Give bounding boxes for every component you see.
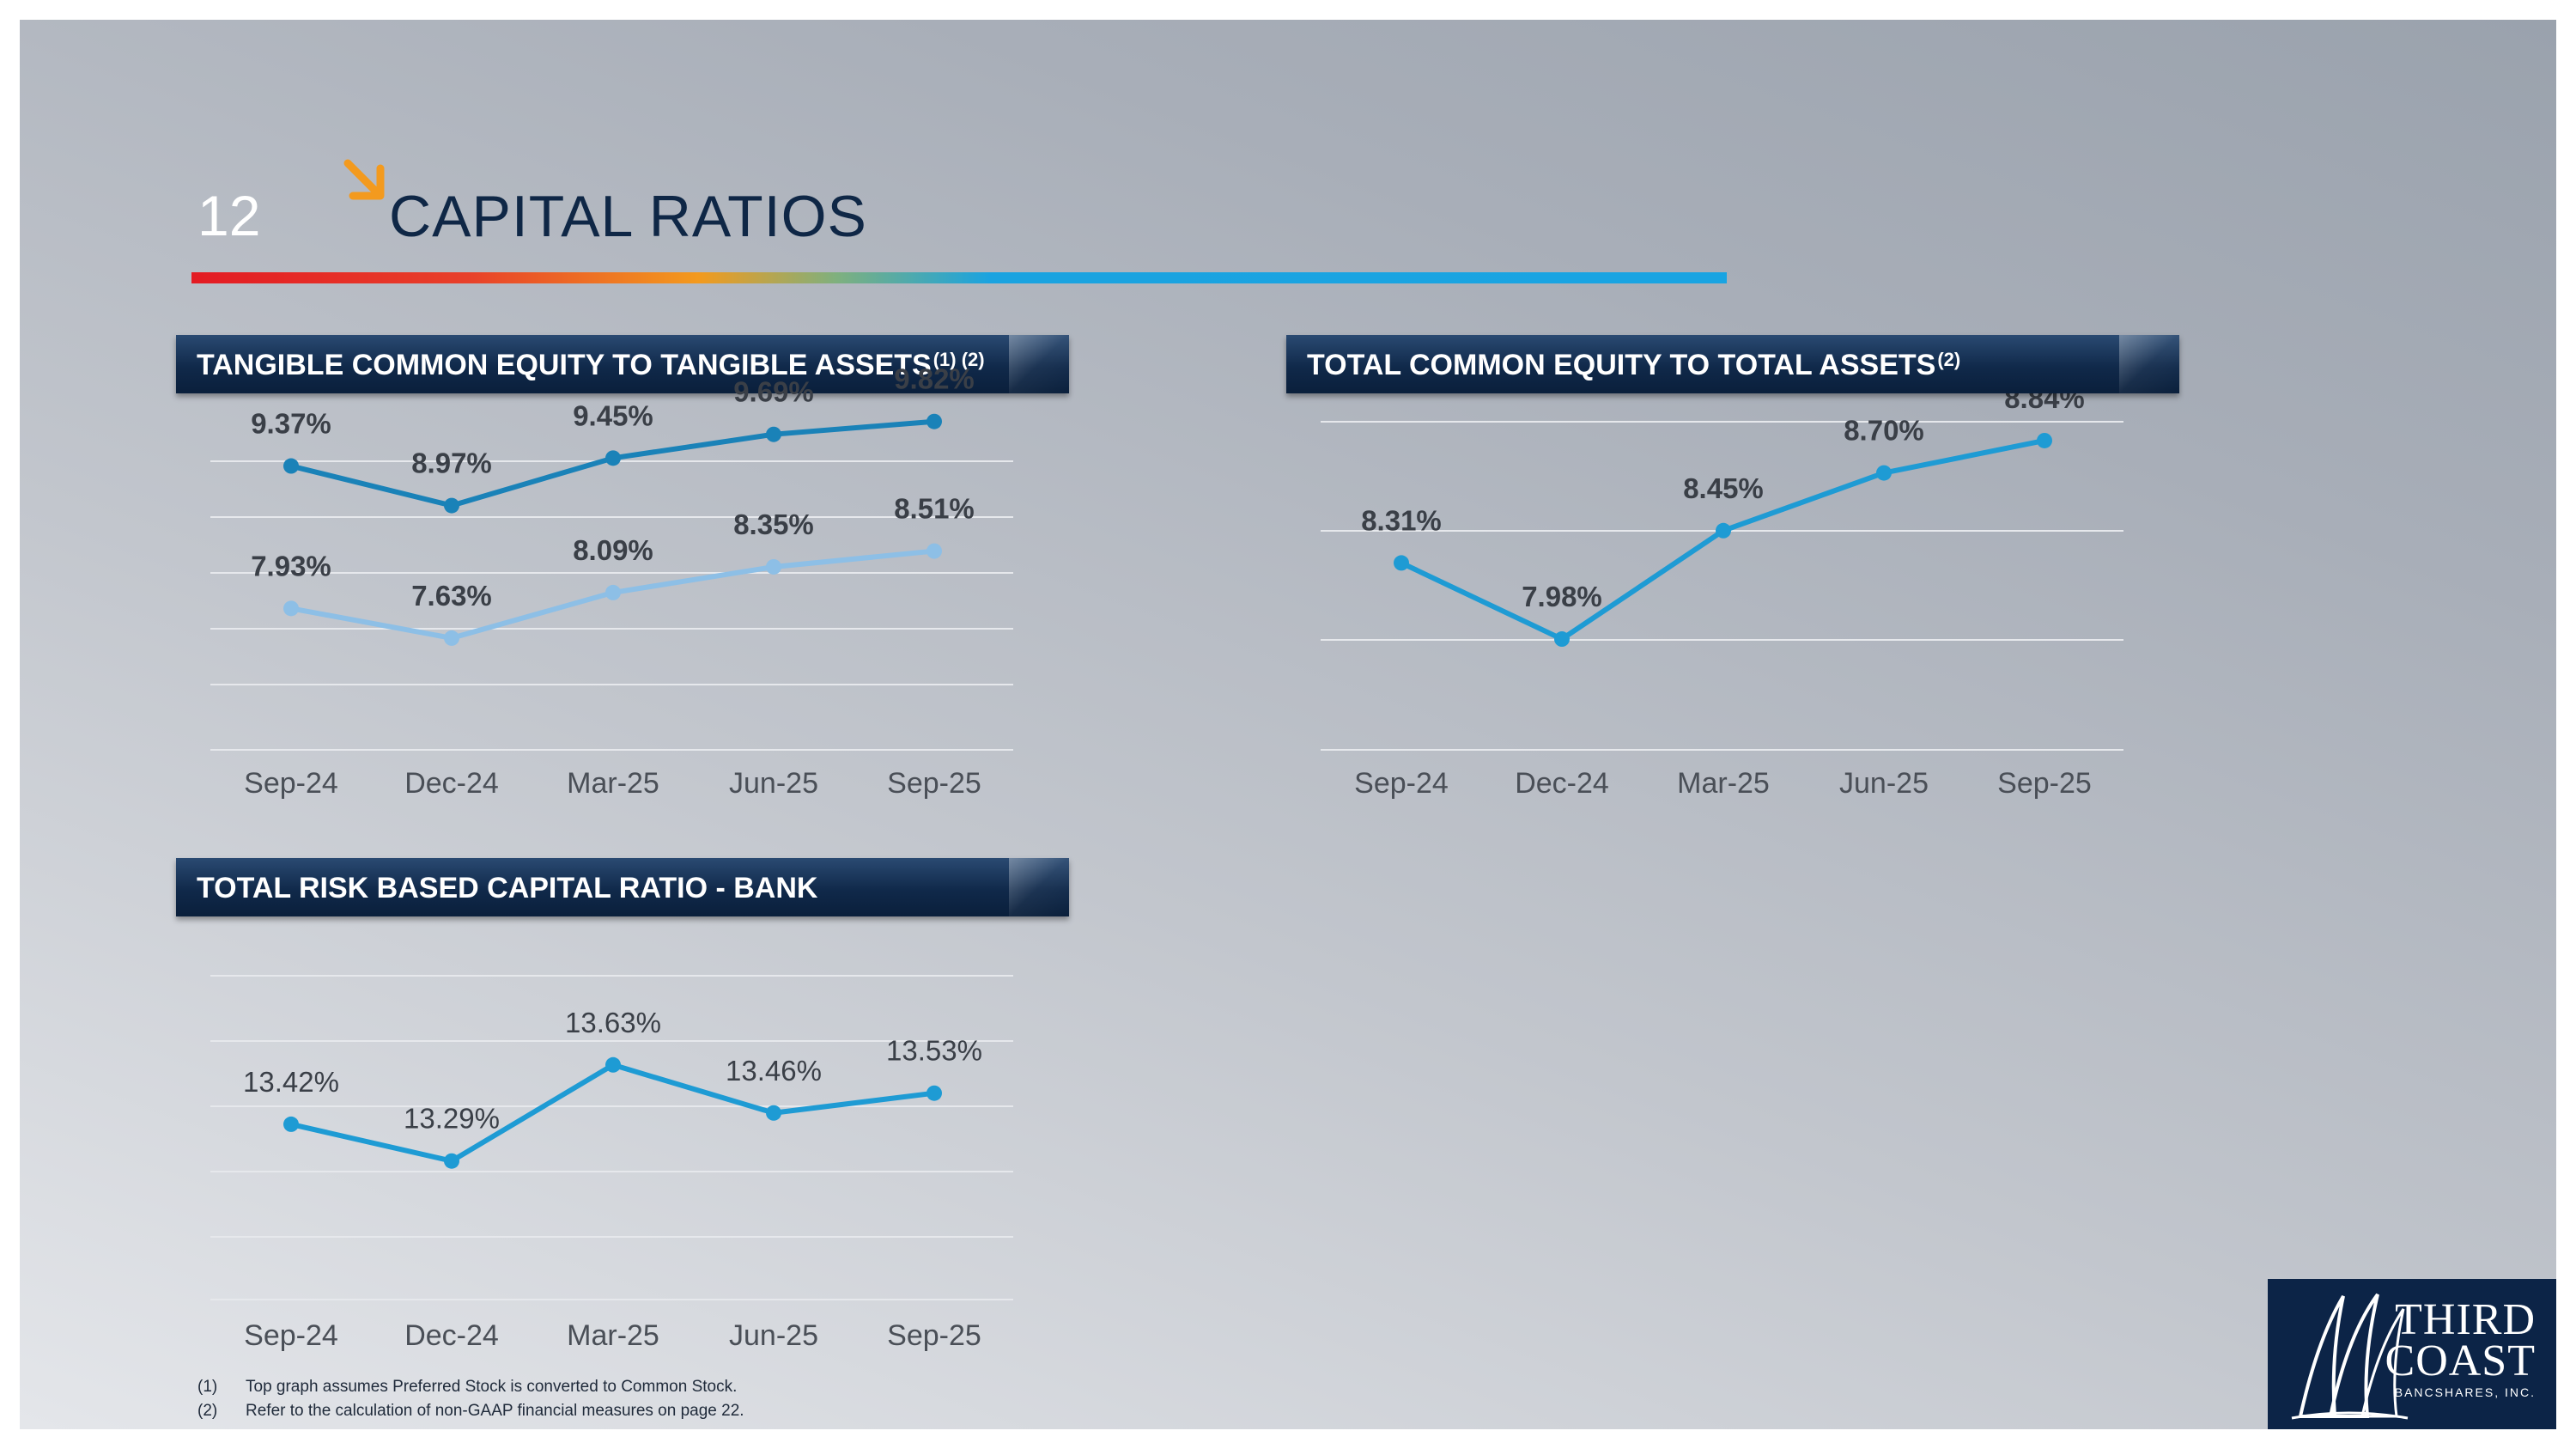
- footnote-text: Refer to the calculation of non-GAAP fin…: [246, 1402, 744, 1420]
- x-tick-label: Sep-25: [887, 1319, 981, 1352]
- data-label: 9.69%: [733, 376, 814, 408]
- chart-header-trbc: TOTAL RISK BASED CAPITAL RATIO - BANK: [176, 858, 1069, 916]
- data-point: [927, 543, 942, 559]
- data-label: 13.63%: [565, 1007, 661, 1038]
- data-point: [605, 584, 621, 600]
- x-tick-label: Jun-25: [729, 767, 818, 800]
- data-label: 9.37%: [251, 408, 331, 440]
- title-divider: [191, 272, 1727, 283]
- chart-tce: Sep-24 Dec-24 Mar-25 Jun-25 Sep-25 9.37% 8.97%…: [210, 363, 1013, 800]
- data-point: [927, 1085, 942, 1101]
- page-number: 12: [197, 184, 261, 247]
- x-tick-label: Dec-24: [404, 1319, 499, 1352]
- data-label: 9.45%: [573, 399, 653, 431]
- footnote: (2) Refer to the calculation of non-GAAP…: [197, 1399, 744, 1423]
- data-label: 13.46%: [726, 1055, 822, 1087]
- x-tick-label: Jun-25: [1839, 767, 1929, 800]
- data-label: 7.98%: [1522, 581, 1602, 612]
- series-line: [1400, 438, 2045, 642]
- data-label: 8.70%: [1844, 415, 1924, 447]
- data-label: 9.82%: [894, 363, 975, 395]
- data-label: 8.45%: [1683, 472, 1764, 504]
- chart-header-tce-total: TOTAL COMMON EQUITY TO TOTAL ASSETS(2): [1286, 335, 2179, 393]
- chart-title-footnote-ref: (1) (2): [933, 349, 985, 370]
- data-label: 8.09%: [573, 534, 653, 566]
- chart-tce_total: Sep-24 Dec-24 Mar-25 Jun-25 Sep-25 8.31% 7.98%…: [1321, 382, 2123, 800]
- x-tick-label: Dec-24: [404, 767, 499, 800]
- data-point: [2037, 432, 2052, 448]
- data-point: [444, 630, 459, 646]
- data-point: [444, 497, 459, 514]
- x-tick-label: Mar-25: [1677, 767, 1770, 800]
- x-tick-label: Sep-24: [244, 767, 338, 800]
- data-label: 13.42%: [243, 1066, 339, 1098]
- data-point: [283, 1116, 299, 1132]
- footnote-mark: (2): [197, 1402, 218, 1420]
- data-label: 8.35%: [733, 508, 814, 540]
- chart-header-tce: TANGIBLE COMMON EQUITY TO TANGIBLE ASSET…: [176, 335, 1069, 393]
- data-label: 7.63%: [411, 580, 492, 612]
- footnotes: (1) Top graph assumes Preferred Stock is…: [197, 1375, 744, 1423]
- x-tick-label: Jun-25: [729, 1319, 818, 1352]
- x-tick-label: Sep-25: [887, 767, 981, 800]
- x-tick-label: Mar-25: [567, 767, 659, 800]
- footnote-text: Top graph assumes Preferred Stock is con…: [246, 1378, 738, 1396]
- company-logo: THIRD COAST BANCSHARES, INC.: [2268, 1279, 2556, 1429]
- arrow-icon: [343, 159, 385, 200]
- data-point: [1716, 522, 1731, 539]
- data-point: [605, 450, 621, 466]
- x-tick-label: Sep-24: [1354, 767, 1449, 800]
- chart-tce: Sep-24 Dec-24 Mar-25 Jun-25 Sep-25 9.37% 8.97%…: [210, 363, 2123, 1352]
- logo-line-1: THIRD: [2395, 1295, 2536, 1344]
- logo-line-3: BANCSHARES, INC.: [2394, 1385, 2536, 1399]
- data-point: [927, 413, 942, 429]
- data-point: [444, 1153, 459, 1169]
- data-label: 8.31%: [1361, 504, 1442, 536]
- data-point: [1554, 631, 1570, 648]
- data-label: 8.97%: [411, 447, 492, 479]
- chart-title-footnote-ref: (2): [1937, 349, 1961, 370]
- footnote: (1) Top graph assumes Preferred Stock is…: [197, 1375, 744, 1399]
- x-tick-label: Sep-24: [244, 1319, 338, 1352]
- series-line: [290, 1062, 935, 1164]
- x-tick-label: Sep-25: [1997, 767, 2092, 800]
- data-point: [766, 426, 781, 442]
- data-label: 13.29%: [404, 1103, 500, 1135]
- data-point: [605, 1056, 621, 1073]
- x-tick-label: Mar-25: [567, 1319, 659, 1352]
- data-point: [1394, 555, 1409, 571]
- data-label: 13.53%: [886, 1035, 982, 1067]
- chart-title: TOTAL RISK BASED CAPITAL RATIO - BANK: [197, 872, 818, 904]
- data-label: 7.93%: [251, 550, 331, 581]
- page-title: CAPITAL RATIOS: [389, 184, 867, 249]
- data-point: [1876, 465, 1892, 481]
- data-point: [283, 458, 299, 474]
- data-point: [766, 558, 781, 575]
- chart-trbc: Sep-24 Dec-24 Mar-25 Jun-25 Sep-25 13.42% 13.2…: [210, 975, 1013, 1352]
- x-tick-label: Dec-24: [1515, 767, 1609, 800]
- data-label: 8.51%: [894, 493, 975, 525]
- chart-title: TOTAL COMMON EQUITY TO TOTAL ASSETS: [1307, 349, 1936, 381]
- chart-title: TANGIBLE COMMON EQUITY TO TANGIBLE ASSET…: [197, 349, 932, 381]
- footnote-mark: (1): [197, 1378, 218, 1396]
- sails-icon: [2291, 1293, 2409, 1420]
- data-point: [283, 600, 299, 617]
- data-point: [766, 1105, 781, 1121]
- logo-line-2: COAST: [2385, 1336, 2536, 1385]
- slide: 12 CAPITAL RATIOS TANGIBLE COMMON EQUITY…: [20, 20, 2556, 1429]
